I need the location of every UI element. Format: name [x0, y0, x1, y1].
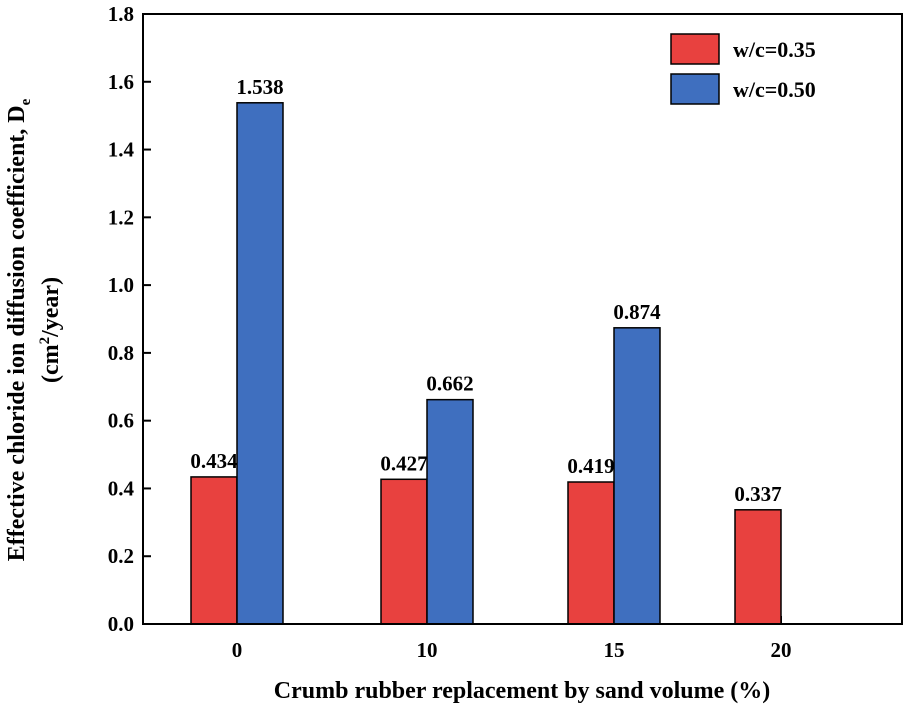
- data-label: 0.662: [426, 372, 473, 396]
- y-tick-label: 1.8: [108, 2, 134, 26]
- legend-label: w/c=0.35: [733, 37, 816, 62]
- y-axis-label-line2-prefix: (cm: [38, 344, 64, 383]
- plot-frame: [142, 13, 903, 625]
- data-label: 0.427: [380, 451, 427, 475]
- x-tick-label: 0: [232, 638, 243, 662]
- legend: w/c=0.35 w/c=0.50: [670, 33, 816, 105]
- bar: [190, 476, 238, 625]
- x-tick-label: 15: [604, 638, 625, 662]
- y-axis-label: Effective chloride ion diffusion coeffic…: [4, 98, 64, 561]
- data-label: 1.538: [236, 75, 283, 99]
- bar: [734, 509, 782, 625]
- legend-swatch: [670, 33, 720, 65]
- y-tick-label: 1.6: [108, 70, 134, 94]
- data-label: 0.434: [190, 449, 238, 473]
- bar: [380, 478, 428, 625]
- legend-swatch: [670, 73, 720, 105]
- y-tick-label: 0.0: [108, 612, 134, 636]
- y-tick-label: 1.2: [108, 205, 134, 229]
- x-tick-label: 20: [771, 638, 792, 662]
- x-tick-label: 10: [417, 638, 438, 662]
- y-axis-label-line2-suffix: /year): [38, 277, 64, 338]
- data-label: 0.419: [567, 454, 614, 478]
- svg-text:Effective chloride ion diffusi: Effective chloride ion diffusion coeffic…: [4, 98, 34, 561]
- y-tick-label: 0.6: [108, 409, 134, 433]
- bar: [236, 102, 284, 625]
- legend-label: w/c=0.50: [733, 77, 816, 102]
- y-axis-label-line1: Effective chloride ion diffusion coeffic…: [4, 105, 30, 561]
- y-axis-label-subscript: e: [18, 98, 34, 105]
- bar: [426, 398, 474, 625]
- svg-text:(cm2/year): (cm2/year): [37, 277, 64, 383]
- data-label: 0.874: [613, 300, 661, 324]
- y-tick-label: 0.4: [108, 476, 135, 500]
- y-tick-label: 1.0: [108, 273, 134, 297]
- y-axis-label-superscript: 2: [37, 337, 53, 345]
- y-tick-label: 1.4: [108, 138, 135, 162]
- data-label: 0.337: [734, 482, 781, 506]
- bar: [613, 327, 661, 625]
- bar: [567, 481, 615, 625]
- y-tick-label: 0.2: [108, 544, 134, 568]
- x-axis-label: Crumb rubber replacement by sand volume …: [274, 678, 770, 704]
- y-tick-label: 0.8: [108, 341, 134, 365]
